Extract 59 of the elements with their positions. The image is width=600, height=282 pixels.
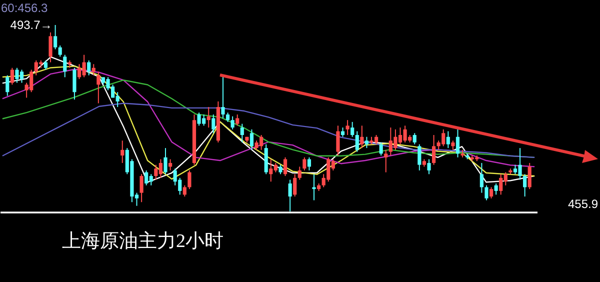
- candlestick: [489, 186, 494, 199]
- candlestick: [355, 130, 359, 152]
- candlestick: [484, 184, 488, 201]
- candlestick: [164, 148, 168, 175]
- annotation: 493.7→: [10, 18, 52, 32]
- candlestick: [230, 116, 234, 130]
- candlestick: [72, 67, 76, 100]
- candlestick: [48, 32, 52, 63]
- candlestick: [58, 44, 62, 58]
- candlestick: [96, 71, 100, 104]
- candlestick: [54, 24, 58, 50]
- candlestick: [236, 114, 240, 126]
- candlestick: [360, 125, 364, 149]
- candlestick: [451, 140, 455, 150]
- candlestick: [44, 60, 48, 70]
- candlestick: [418, 144, 422, 171]
- candlestick: [212, 114, 216, 134]
- candlestick: [523, 174, 527, 198]
- candlestick: [340, 127, 345, 138]
- text: 60:456.3: [1, 1, 48, 15]
- candlestick: [188, 170, 192, 190]
- candlestick: [226, 112, 230, 122]
- candlestick: [364, 136, 369, 149]
- candlestick: [412, 132, 416, 145]
- candlestick: [446, 130, 450, 149]
- candlestick: [456, 128, 460, 158]
- candlestick: [427, 158, 431, 175]
- candlestick: [221, 74, 225, 119]
- candlestick: [63, 54, 67, 78]
- candlestick: [346, 120, 350, 136]
- candlestick: [288, 179, 292, 212]
- candlestick: [293, 174, 297, 198]
- candlestick: [168, 158, 172, 171]
- candlestick: [432, 134, 436, 166]
- candlestick: [278, 164, 282, 175]
- candlestick: [307, 156, 312, 171]
- candlestick: [302, 156, 306, 171]
- candlestick: [120, 140, 124, 164]
- candlestick: [480, 162, 484, 194]
- candlestick: [283, 156, 288, 177]
- candlestick: [10, 67, 14, 86]
- candlestick: [336, 125, 340, 156]
- candlestick: [384, 149, 388, 173]
- candlestick: [140, 174, 144, 203]
- candlestick: [528, 162, 532, 190]
- text: 455.9: [568, 197, 598, 211]
- text: 上海原油主力2小时: [62, 230, 224, 252]
- candlestick: [92, 64, 96, 76]
- candlestick: [350, 121, 354, 138]
- candlestick: [240, 123, 244, 143]
- candlestick: [206, 106, 210, 128]
- candlestick: [6, 74, 10, 96]
- candlestick: [182, 184, 186, 198]
- candlestick: [379, 142, 383, 156]
- candlestick: [312, 174, 316, 201]
- candlestick: [494, 182, 498, 196]
- candlestick: [250, 128, 254, 150]
- candlestick: [87, 60, 91, 76]
- candlestick: [298, 166, 302, 180]
